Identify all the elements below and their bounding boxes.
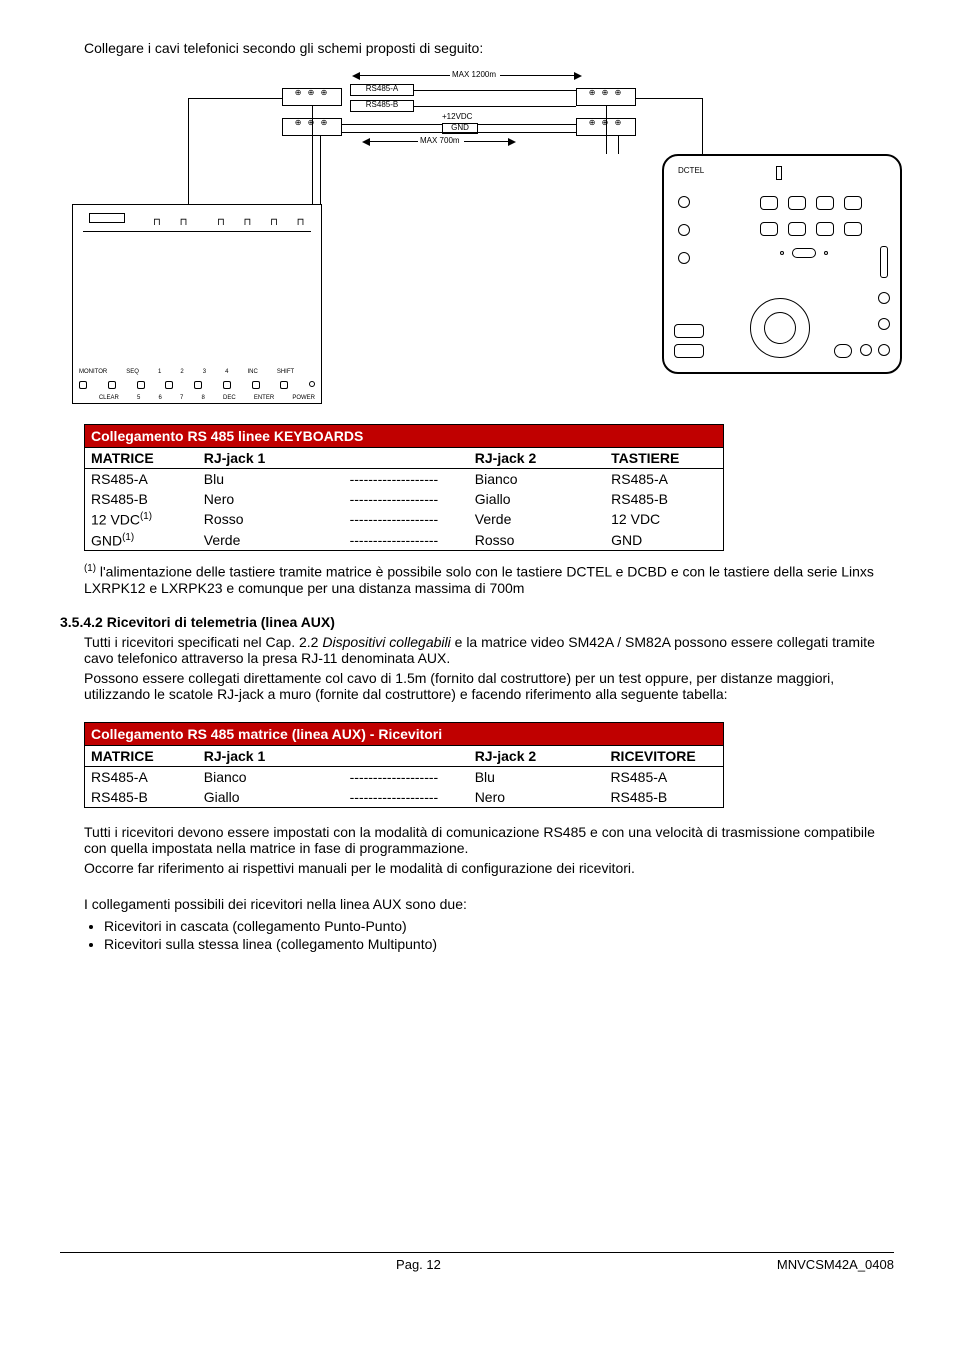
document-code: MNVCSM42A_0408 [777,1257,894,1272]
table-header [344,448,469,469]
table-header: RICEVITORE [604,745,723,766]
button-column [678,196,690,264]
line [618,136,619,154]
controller-device: DCTEL [662,154,902,374]
diagram-label: MAX 700m [420,136,460,145]
arrow-right-icon [508,138,516,146]
list-item: Ricevitori in cascata (collegamento Punt… [104,918,894,934]
line [606,106,607,154]
line [342,132,576,133]
table-header: MATRICE [85,448,198,469]
line [478,124,576,125]
connector-icon: ⊓ ⊓ ⊓ ⊓ ⊓ ⊓ [153,217,313,228]
table-row: GND(1)Verde-------------------RossoGND [85,530,724,551]
line [360,75,450,76]
table-header: TASTIERE [605,448,723,469]
table-header [344,745,469,766]
keypad-row [79,381,315,389]
line [188,98,189,204]
line [320,136,321,204]
diagram-label: MAX 1200m [452,70,496,79]
footnote: (1) l'alimentazione delle tastiere trami… [84,563,894,596]
paragraph: Tutti i ricevitori devono essere imposta… [84,824,894,856]
line [500,75,574,76]
keypad-labels: MONITOR SEQ 1 2 3 4 INC SHIFT [79,369,315,375]
table-row: RS485-BNero-------------------GialloRS48… [85,489,724,509]
arrow-left-icon [352,72,360,80]
line [342,124,442,125]
line [414,90,576,91]
keyboard-device: ⊓ ⊓ ⊓ ⊓ ⊓ ⊓ MONITOR SEQ 1 2 3 4 INC SHIF… [72,204,322,404]
line [312,106,313,204]
line [83,231,311,232]
table-header: RJ-jack 1 [198,745,344,766]
diagram-label: RS485-A [350,84,414,96]
paragraph: I collegamenti possibili dei ricevitori … [84,896,894,912]
page-number: Pag. 12 [396,1257,441,1272]
paragraph: Occorre far riferimento ai rispettivi ma… [84,860,894,876]
section-heading: 3.5.4.2 Ricevitori di telemetria (linea … [60,614,894,630]
keypad-labels: CLEAR 5 6 7 8 DEC ENTER POWER [79,395,315,401]
paragraph: Tutti i ricevitori specificati nel Cap. … [84,634,894,666]
terminal-block: ⊕ ⊕ ⊕ [282,88,342,106]
diagram-label: RS485-B [350,100,414,112]
line [636,98,702,99]
table-header: MATRICE [85,745,198,766]
terminal-block: ⊕ ⊕ ⊕ [576,88,636,106]
arrow-right-icon [574,72,582,80]
table-title: Collegamento RS 485 matrice (linea AUX) … [85,722,724,745]
connector-column [878,246,890,330]
line [188,98,282,99]
line [464,141,508,142]
table-row: RS485-ABianco-------------------BluRS485… [85,766,724,787]
line [702,98,703,154]
list-item: Ricevitori sulla stessa linea (collegame… [104,936,894,952]
table-row: RS485-BGiallo-------------------NeroRS48… [85,787,724,808]
page-footer: Pag. 12 MNVCSM42A_0408 [60,1252,894,1272]
button-row [760,196,862,210]
button-row [760,222,862,236]
paragraph: Possono essere collegati direttamente co… [84,670,894,702]
button-row [834,344,890,358]
line [370,141,418,142]
controller-label: DCTEL [678,166,704,175]
table-title: Collegamento RS 485 linee KEYBOARDS [85,425,724,448]
intro-text: Collegare i cavi telefonici secondo gli … [84,40,894,56]
connector-icon [89,213,125,223]
arrow-left-icon [362,138,370,146]
bullet-list: Ricevitori in cascata (collegamento Punt… [84,918,894,952]
diagram-label: +12VDC [442,112,472,121]
button-row [780,248,828,258]
table-header: RJ-jack 2 [469,745,605,766]
wiring-diagram: MAX 1200m ⊕ ⊕ ⊕ ⊕ ⊕ ⊕ RS485-A RS485-B +1… [72,74,902,404]
table-row: RS485-ABlu-------------------BiancoRS485… [85,469,724,490]
table-header: RJ-jack 1 [198,448,344,469]
table-header: RJ-jack 2 [469,448,605,469]
line [414,106,576,107]
table-row: 12 VDC(1)Rosso-------------------Verde12… [85,509,724,530]
connector-icon [776,166,782,180]
button-column [674,324,704,358]
receivers-connection-table: Collegamento RS 485 matrice (linea AUX) … [84,722,724,808]
keyboards-connection-table: Collegamento RS 485 linee KEYBOARDS MATR… [84,424,724,551]
